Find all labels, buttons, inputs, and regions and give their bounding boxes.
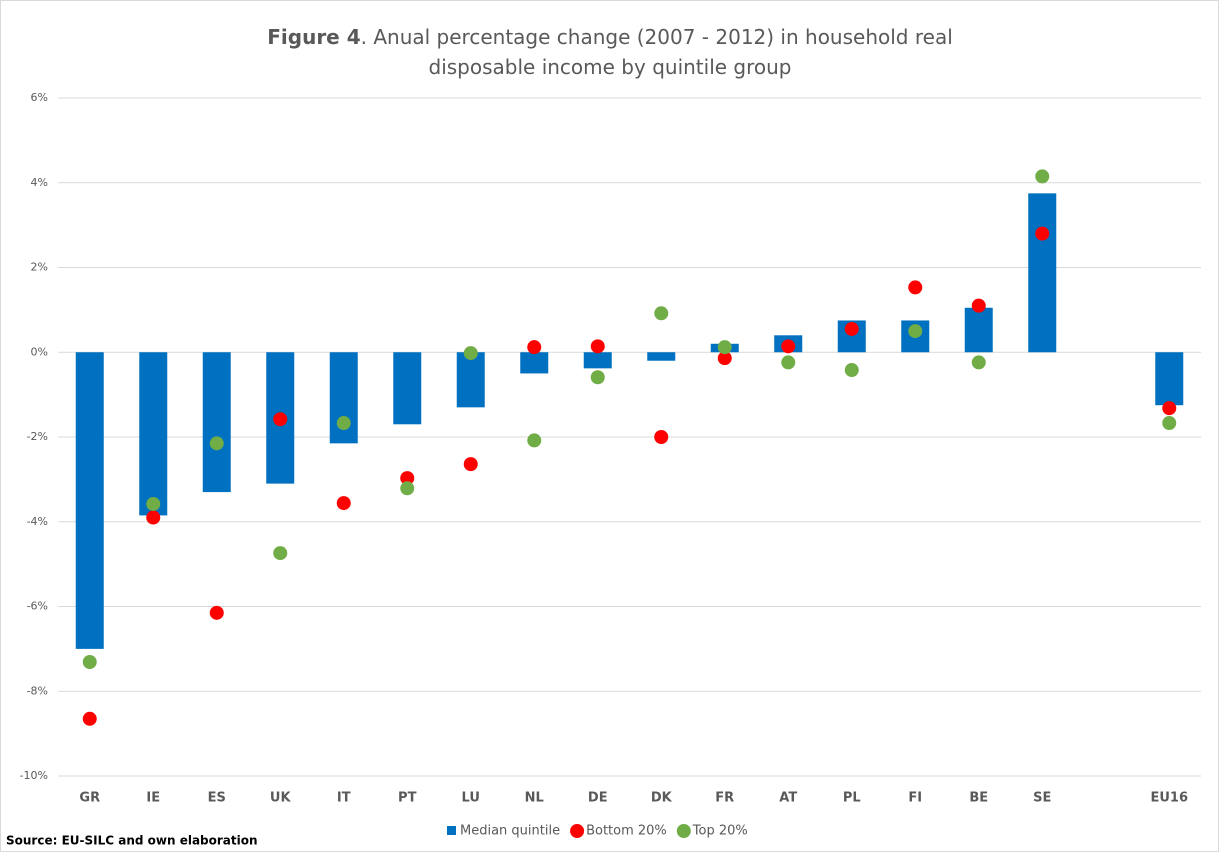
bar (1155, 352, 1184, 406)
dot (82, 711, 97, 726)
x-tick-label: GR (79, 791, 100, 806)
dot (463, 457, 478, 472)
bar (647, 352, 676, 361)
dot (400, 471, 415, 486)
dot (844, 363, 859, 378)
dot (781, 339, 796, 354)
dot (400, 481, 415, 496)
legend-swatch (570, 824, 585, 838)
dot (1162, 416, 1177, 431)
dot (1035, 169, 1050, 184)
x-tick-label: PL (843, 791, 861, 806)
x-tick-label: EU16 (1150, 791, 1188, 806)
dot (336, 496, 351, 511)
bar (75, 352, 104, 649)
bar (583, 352, 612, 369)
dot (908, 280, 923, 295)
bar (202, 352, 231, 493)
dot (590, 339, 605, 354)
dot (717, 340, 732, 355)
dot (336, 416, 351, 431)
chart-title: Figure 4. Anual percentage change (2007 … (250, 22, 970, 82)
dot (717, 351, 732, 366)
dot (1035, 226, 1050, 241)
y-tick-label: 2% (31, 261, 48, 274)
y-tick-label: 0% (31, 345, 48, 358)
y-tick-label: -10% (20, 769, 48, 782)
dot (1162, 401, 1177, 416)
legend-label: Bottom 20% (586, 824, 667, 839)
x-tick-label: BE (969, 791, 988, 806)
dot (82, 655, 97, 670)
x-tick-label: ES (208, 791, 226, 806)
title-text: . Anual percentage change (2007 - 2012) … (360, 25, 953, 79)
bar (520, 352, 549, 374)
dot (908, 324, 923, 339)
dot (971, 298, 986, 313)
y-tick-label: -4% (27, 515, 48, 528)
bar (456, 352, 485, 408)
x-tick-label: IE (146, 791, 160, 806)
dot (971, 355, 986, 370)
source-note: Source: EU-SILC and own elaboration (6, 834, 258, 848)
x-tick-label: FI (908, 791, 922, 806)
dot (273, 546, 288, 561)
y-tick-label: -6% (27, 600, 48, 613)
legend-swatch (676, 824, 691, 838)
x-tick-label: IT (337, 791, 351, 806)
dot (209, 436, 224, 451)
dot (527, 433, 542, 448)
x-tick-label: SE (1033, 791, 1051, 806)
dot (844, 321, 859, 336)
dot (654, 430, 669, 444)
x-tick-label: NL (525, 791, 544, 806)
dot (527, 340, 542, 355)
dot (146, 510, 161, 525)
bar (1028, 193, 1057, 353)
dot (209, 605, 224, 620)
legend-label: Median quintile (460, 824, 560, 839)
x-tick-label: DK (651, 791, 673, 806)
bar (964, 307, 993, 353)
dot (781, 355, 796, 370)
legend-swatch (447, 826, 456, 835)
x-tick-label: PT (398, 791, 417, 806)
dot (146, 496, 161, 511)
x-tick-label: DE (588, 791, 608, 806)
y-tick-label: -8% (27, 684, 48, 697)
y-tick-label: 4% (31, 176, 48, 189)
x-tick-label: AT (779, 791, 797, 806)
x-tick-label: LU (462, 791, 480, 806)
legend-label: Top 20% (692, 824, 748, 839)
x-tick-label: UK (270, 791, 292, 806)
bar (393, 352, 422, 425)
dot (273, 412, 288, 427)
y-tick-label: 6% (31, 91, 48, 104)
y-tick-label: -2% (27, 430, 48, 443)
dot (590, 370, 605, 385)
x-tick-label: FR (715, 791, 734, 806)
dot (463, 346, 478, 361)
dot (654, 306, 669, 321)
title-label: Figure 4 (267, 25, 361, 49)
bar (139, 352, 168, 516)
